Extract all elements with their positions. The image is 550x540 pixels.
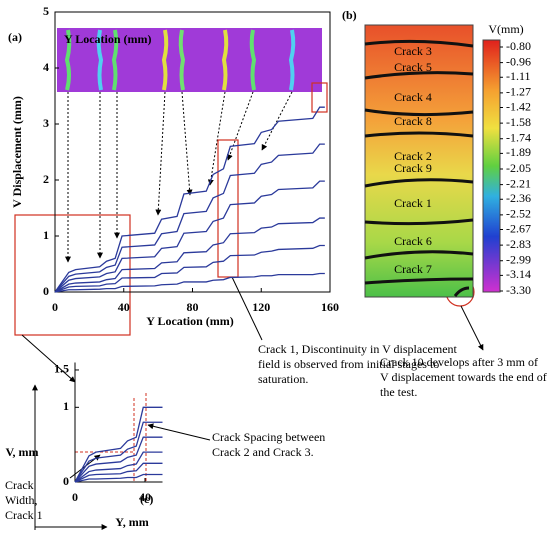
- colorbar-tick-label: -2.52: [506, 207, 531, 221]
- data-line: [74, 462, 163, 483]
- colorbar-tick-label: -3.30: [506, 283, 531, 297]
- x-axis-label: Y, mm: [115, 515, 149, 529]
- crack-pointers: [65, 91, 293, 263]
- colorbar-tick-label: -1.58: [506, 115, 531, 129]
- annotation: Crack 1, Discontinuity in V displacement…: [258, 342, 457, 386]
- data-line: [54, 272, 325, 293]
- data-line: [54, 180, 325, 293]
- data-line: [54, 217, 325, 293]
- data-line: [74, 436, 163, 483]
- x-tick-label: 80: [187, 300, 199, 314]
- x-tick-label: 0: [52, 300, 58, 314]
- data-line: [74, 406, 163, 483]
- colorbar-tick-label: -1.11: [506, 69, 531, 83]
- x-tick-label: 40: [118, 300, 130, 314]
- panel-label: (b): [342, 8, 357, 22]
- colorbar-tick-label: -2.83: [506, 237, 531, 251]
- y-tick-label: 3: [43, 116, 49, 130]
- y-axis-label: V, mm: [5, 445, 38, 459]
- y-tick-label: 4: [43, 60, 49, 74]
- y-tick-label: 2: [43, 172, 49, 186]
- data-line: [74, 421, 163, 483]
- crack-label: Crack 7: [394, 262, 432, 276]
- colorbar-tick-label: -2.05: [506, 161, 531, 175]
- crack-label: Crack 5: [394, 60, 432, 74]
- colorbar-tick-label: -3.14: [506, 267, 531, 281]
- y-tick-label: 5: [43, 4, 49, 18]
- y-axis-label: V Displacement (mm): [10, 96, 24, 208]
- colorbar-tick-label: -1.42: [506, 99, 531, 113]
- zoom-guides: [75, 393, 147, 482]
- data-line: [74, 473, 163, 483]
- y-tick-label: 1.5: [54, 362, 69, 376]
- colorbar-tick-label: -2.99: [506, 252, 531, 266]
- annotation: Crack Width, Crack 1: [5, 478, 43, 522]
- x-tick-label: 160: [321, 300, 339, 314]
- colorbar-tick-label: -1.27: [506, 85, 531, 99]
- x-tick-label: 120: [252, 300, 270, 314]
- crack-label: Crack 8: [394, 114, 432, 128]
- colorbar-tick-label: -1.89: [506, 145, 531, 159]
- colorbar-tick-label: -2.36: [506, 191, 531, 205]
- x-tick-label: 40: [139, 490, 151, 504]
- y-tick-label: 1: [43, 228, 49, 242]
- panel-label: (a): [8, 30, 22, 44]
- y-tick-label: 0: [43, 284, 49, 298]
- data-line: [74, 451, 163, 483]
- data-line: [54, 143, 325, 293]
- colorbar-tick-label: -2.21: [506, 176, 531, 190]
- y-tick-label: 1: [63, 399, 69, 413]
- annotation: Crack Spacing between Crack 2 and Crack …: [212, 430, 326, 459]
- x-tick-label: 0: [72, 490, 78, 504]
- colorbar: [482, 39, 501, 293]
- colorbar-tick-label: -0.96: [506, 54, 531, 68]
- inset-label: Y Location (mm): [64, 32, 152, 46]
- annotation: Crack 10 develops after 3 mm of V displa…: [380, 355, 547, 399]
- data-line: [54, 244, 325, 293]
- crack-label: Crack 4: [394, 90, 432, 104]
- x-axis-label: Y Location (mm): [146, 314, 234, 328]
- panel-label: (c): [140, 492, 153, 506]
- colorbar-tick-label: -2.67: [506, 221, 531, 235]
- axis-arrows: [32, 384, 108, 530]
- colorbar-title: V(mm): [488, 22, 523, 36]
- data-line: [54, 106, 325, 293]
- crack-lines: [364, 39, 474, 297]
- crack-label: Crack 6: [394, 234, 432, 248]
- crack-label: Crack 2: [394, 149, 432, 163]
- crack-label: Crack 3: [394, 44, 432, 58]
- colorbar-tick-label: -0.80: [506, 39, 531, 53]
- crack-label: Crack 9: [394, 161, 432, 175]
- colorbar-tick-label: -1.74: [506, 130, 531, 144]
- crack-label: Crack 1: [394, 196, 432, 210]
- inset-stripes: [64, 29, 296, 91]
- y-tick-label: 0: [63, 474, 69, 488]
